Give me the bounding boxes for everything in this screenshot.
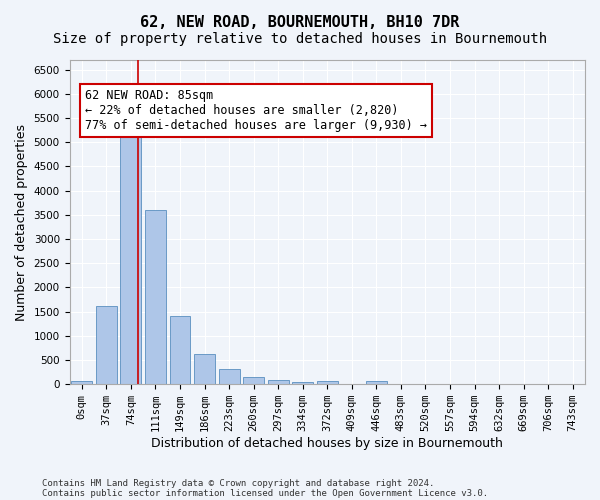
Text: 62 NEW ROAD: 85sqm
← 22% of detached houses are smaller (2,820)
77% of semi-deta: 62 NEW ROAD: 85sqm ← 22% of detached hou… — [85, 89, 427, 132]
Bar — [71, 380, 92, 384]
Text: Contains HM Land Registry data © Crown copyright and database right 2024.: Contains HM Land Registry data © Crown c… — [42, 478, 434, 488]
Bar — [194, 354, 215, 384]
Bar — [366, 381, 387, 384]
Bar — [170, 316, 190, 384]
Bar — [121, 138, 142, 384]
Bar — [292, 382, 313, 384]
Text: 62, NEW ROAD, BOURNEMOUTH, BH10 7DR: 62, NEW ROAD, BOURNEMOUTH, BH10 7DR — [140, 15, 460, 30]
Bar — [243, 376, 264, 384]
Bar — [145, 210, 166, 384]
Bar — [96, 306, 117, 384]
Text: Size of property relative to detached houses in Bournemouth: Size of property relative to detached ho… — [53, 32, 547, 46]
Text: Contains public sector information licensed under the Open Government Licence v3: Contains public sector information licen… — [42, 488, 488, 498]
X-axis label: Distribution of detached houses by size in Bournemouth: Distribution of detached houses by size … — [151, 437, 503, 450]
Y-axis label: Number of detached properties: Number of detached properties — [15, 124, 28, 320]
Bar — [218, 370, 239, 384]
Bar — [268, 380, 289, 384]
Bar — [317, 381, 338, 384]
